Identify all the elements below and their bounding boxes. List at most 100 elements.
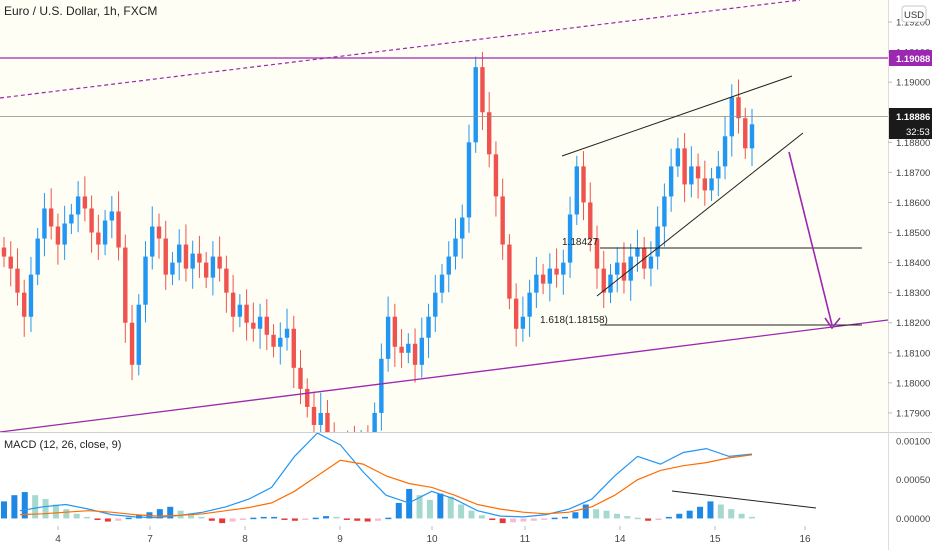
candle-body	[372, 412, 377, 432]
macd-histogram-bar	[354, 518, 361, 521]
candle-body	[480, 67, 485, 113]
candle-body	[244, 304, 249, 323]
candle-body	[82, 196, 88, 209]
time-tick-label: 9	[337, 534, 343, 545]
candle-body	[460, 217, 465, 239]
wedge-upper-line	[561, 75, 793, 157]
macd-tick-label: 0.00000	[896, 514, 930, 525]
macd-histogram-bar	[63, 509, 70, 519]
candle-body	[210, 256, 216, 278]
candle-body	[150, 226, 155, 257]
wedge-lower-line	[596, 132, 804, 297]
candle-body	[1, 247, 7, 257]
lower-channel-line	[0, 319, 888, 432]
macd-histogram-bar	[603, 510, 610, 519]
candle-body	[561, 262, 566, 275]
candle-body	[743, 118, 748, 149]
level-label-1: 1.18427	[562, 237, 599, 248]
macd-histogram-bar	[198, 516, 205, 519]
macd-histogram-bar	[510, 518, 517, 523]
macd-histogram-bar	[208, 518, 215, 521]
candle-body	[507, 244, 512, 299]
macd-histogram-bar	[302, 518, 309, 520]
macd-histogram-bar	[634, 517, 641, 520]
candle-body	[318, 412, 323, 425]
candle-body	[426, 316, 431, 338]
candle-body	[540, 274, 546, 284]
candle-body	[35, 238, 40, 275]
macd-histogram-bar	[562, 516, 568, 519]
macd-histogram-bar	[32, 495, 39, 519]
macd-histogram-bar	[229, 518, 236, 522]
macd-histogram-bar	[489, 518, 496, 520]
macd-histogram-bar	[530, 518, 537, 521]
macd-histogram-bar	[541, 518, 548, 520]
candle-body	[42, 208, 47, 239]
candle-body	[608, 274, 613, 293]
macd-tick-label: 0.00100	[896, 436, 930, 447]
candle-body	[662, 196, 667, 227]
candle-body	[628, 256, 633, 281]
macd-histogram-bar	[551, 517, 558, 520]
macd-histogram-bar	[395, 502, 402, 519]
candle-body	[520, 316, 526, 329]
candle-body	[534, 274, 539, 293]
candle-body	[392, 316, 398, 347]
candle-body	[594, 238, 600, 269]
candle-body	[675, 148, 681, 167]
candle-body	[22, 292, 27, 317]
candle-body	[486, 112, 492, 155]
macd-histogram-bar	[84, 516, 91, 519]
candle-body	[419, 337, 425, 365]
macd-histogram-bar	[375, 518, 381, 521]
candle-body	[298, 367, 303, 389]
candle-body	[648, 256, 654, 269]
macd-histogram-bar	[697, 506, 704, 519]
macd-divergence-line	[671, 490, 817, 509]
upper-channel-dashed-line	[0, 0, 801, 99]
candle-body	[183, 244, 189, 269]
time-tick-label: 11	[520, 534, 531, 545]
candle-body	[749, 124, 755, 149]
candle-body	[433, 292, 438, 317]
macd-histogram-bar	[458, 504, 465, 519]
macd-pane-bg	[0, 433, 888, 526]
price-tick-label: 1.18600	[896, 198, 930, 209]
candle-body	[69, 214, 74, 224]
macd-histogram-bar	[582, 504, 589, 519]
candle-body	[716, 166, 721, 179]
candle-body	[736, 97, 741, 119]
macd-histogram-bar	[219, 518, 226, 524]
macd-histogram-bar	[52, 504, 59, 519]
candle-body	[177, 244, 182, 263]
candle-body	[217, 256, 222, 269]
macd-histogram-bar	[406, 488, 413, 519]
candle-body	[237, 304, 243, 317]
candle-body	[291, 328, 296, 368]
macd-indicator-title[interactable]: MACD (12, 26, close, 9)	[4, 439, 122, 451]
macd-histogram-bar	[364, 518, 371, 522]
candle-body	[412, 343, 418, 365]
price-tick-label: 1.18500	[896, 228, 930, 239]
macd-histogram-bar	[686, 510, 693, 519]
price-tick-label: 1.19200	[896, 18, 930, 29]
candle-body	[129, 322, 135, 365]
macd-histogram-bar	[572, 512, 579, 519]
macd-histogram-bar	[11, 495, 18, 519]
macd-histogram-bar	[281, 518, 288, 520]
candle-body	[702, 178, 708, 191]
macd-histogram-bar	[291, 518, 298, 521]
macd-histogram-bar	[21, 492, 28, 519]
candle-body	[102, 220, 108, 245]
macd-histogram-bar	[645, 518, 652, 521]
candle-body	[116, 211, 121, 248]
candle-body	[62, 223, 67, 245]
projection-arrow-head	[824, 317, 841, 330]
price-tick-label: 1.17900	[896, 408, 930, 419]
resistance-price-badge	[889, 50, 932, 66]
macd-histogram-bar	[447, 496, 454, 519]
price-scale-bg	[888, 0, 932, 550]
time-tick-label: 7	[147, 534, 153, 545]
macd-histogram-bar	[738, 513, 745, 519]
